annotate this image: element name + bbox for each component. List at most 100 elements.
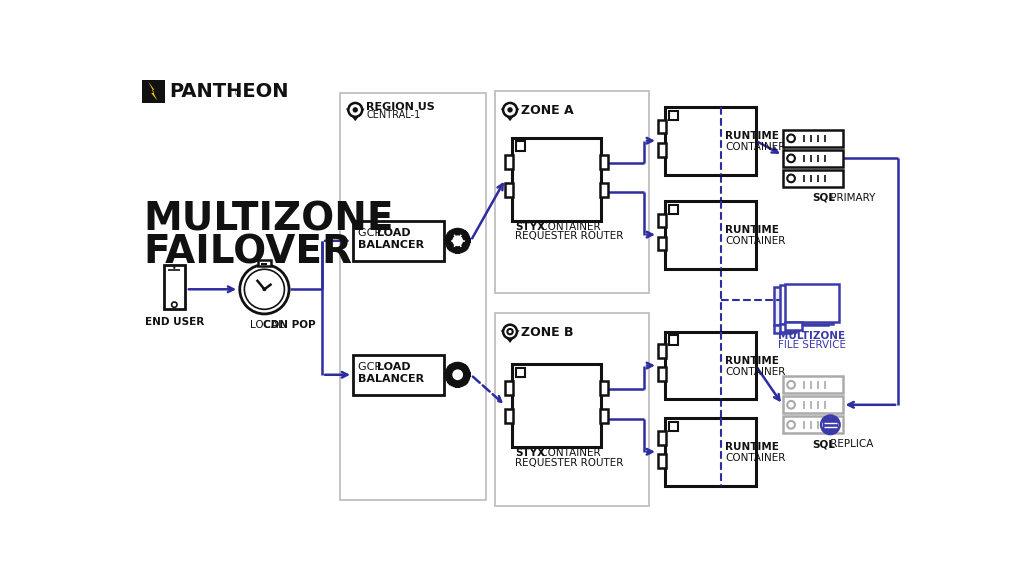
Circle shape bbox=[503, 103, 516, 117]
Circle shape bbox=[507, 329, 512, 334]
Text: SQL: SQL bbox=[812, 439, 835, 449]
Bar bbox=[669, 111, 678, 120]
Circle shape bbox=[240, 265, 289, 314]
Bar bbox=[505, 381, 513, 395]
Text: RUNTIME: RUNTIME bbox=[724, 131, 779, 141]
Polygon shape bbox=[349, 110, 362, 119]
Bar bbox=[782, 130, 842, 147]
Polygon shape bbox=[785, 284, 838, 322]
Bar bbox=[658, 120, 666, 133]
Bar bbox=[516, 368, 526, 377]
Text: REPLICA: REPLICA bbox=[827, 439, 873, 449]
Text: BALANCER: BALANCER bbox=[358, 374, 424, 384]
Bar bbox=[664, 418, 756, 485]
Circle shape bbox=[263, 288, 266, 291]
Bar bbox=[462, 379, 469, 386]
Text: RUNTIME: RUNTIME bbox=[724, 442, 779, 452]
Bar bbox=[505, 155, 513, 169]
Text: END USER: END USER bbox=[145, 317, 204, 327]
Bar bbox=[658, 454, 666, 467]
Circle shape bbox=[507, 107, 512, 112]
Circle shape bbox=[353, 107, 358, 112]
Bar bbox=[658, 143, 666, 157]
Bar bbox=[512, 137, 601, 221]
Circle shape bbox=[445, 229, 470, 253]
Bar bbox=[261, 263, 267, 265]
Bar bbox=[445, 239, 449, 243]
Bar bbox=[669, 422, 678, 431]
Circle shape bbox=[349, 103, 362, 117]
Text: ZONE A: ZONE A bbox=[521, 104, 573, 117]
Bar bbox=[658, 345, 666, 359]
Text: GCP: GCP bbox=[358, 228, 385, 238]
Bar bbox=[658, 367, 666, 381]
Text: CONTAINER: CONTAINER bbox=[724, 367, 786, 377]
Bar bbox=[447, 379, 453, 386]
Bar bbox=[455, 383, 460, 388]
Circle shape bbox=[173, 267, 176, 269]
Polygon shape bbox=[779, 285, 833, 324]
Bar bbox=[455, 361, 460, 366]
Bar bbox=[782, 396, 842, 413]
Ellipse shape bbox=[823, 417, 838, 423]
Text: LOAD: LOAD bbox=[377, 362, 411, 372]
Text: REGION US: REGION US bbox=[366, 102, 435, 112]
Bar bbox=[782, 170, 842, 187]
Text: PANTHEON: PANTHEON bbox=[169, 82, 289, 101]
Text: CENTRAL-1: CENTRAL-1 bbox=[366, 110, 420, 120]
Bar bbox=[505, 409, 513, 423]
Bar bbox=[466, 372, 471, 377]
Bar bbox=[455, 228, 460, 232]
Text: GCP: GCP bbox=[358, 362, 385, 372]
Circle shape bbox=[452, 235, 463, 246]
Text: FAILOVER: FAILOVER bbox=[144, 233, 353, 271]
Text: FILE SERVICE: FILE SERVICE bbox=[778, 340, 846, 350]
Bar bbox=[496, 313, 649, 506]
Bar bbox=[512, 364, 601, 447]
Bar bbox=[782, 150, 842, 167]
Bar bbox=[669, 205, 678, 214]
Bar bbox=[259, 260, 270, 266]
Text: ®: ® bbox=[234, 89, 242, 98]
Bar bbox=[600, 155, 608, 169]
Ellipse shape bbox=[823, 427, 838, 432]
Bar bbox=[600, 409, 608, 423]
Text: STYX: STYX bbox=[515, 222, 545, 232]
Bar bbox=[142, 80, 165, 103]
Bar bbox=[455, 249, 460, 254]
Circle shape bbox=[452, 370, 463, 380]
Text: RUNTIME: RUNTIME bbox=[724, 225, 779, 235]
Polygon shape bbox=[779, 324, 797, 332]
Bar bbox=[447, 230, 453, 236]
Text: CONTAINER: CONTAINER bbox=[537, 448, 600, 458]
Bar bbox=[782, 377, 842, 393]
Bar bbox=[353, 355, 444, 395]
Text: CONTAINER: CONTAINER bbox=[724, 142, 786, 152]
Bar bbox=[658, 237, 666, 250]
Text: SQL: SQL bbox=[812, 193, 835, 203]
Circle shape bbox=[821, 416, 839, 434]
Polygon shape bbox=[785, 322, 802, 330]
Text: STYX: STYX bbox=[515, 448, 545, 458]
Text: BALANCER: BALANCER bbox=[358, 240, 424, 250]
Circle shape bbox=[445, 363, 470, 387]
Bar bbox=[462, 245, 469, 251]
Bar bbox=[445, 372, 449, 377]
Text: CONTAINER: CONTAINER bbox=[724, 453, 786, 463]
Bar bbox=[600, 183, 608, 197]
Bar bbox=[658, 214, 666, 228]
Text: RUNTIME: RUNTIME bbox=[724, 356, 779, 366]
Bar bbox=[505, 183, 513, 197]
Polygon shape bbox=[774, 325, 791, 333]
Polygon shape bbox=[503, 110, 516, 119]
Polygon shape bbox=[774, 287, 828, 325]
Bar bbox=[782, 416, 842, 433]
Text: REQUESTER ROUTER: REQUESTER ROUTER bbox=[515, 231, 624, 241]
Bar bbox=[664, 201, 756, 268]
Bar bbox=[664, 107, 756, 175]
Text: MULTIZONE: MULTIZONE bbox=[144, 201, 394, 239]
Circle shape bbox=[244, 269, 285, 309]
Bar bbox=[496, 91, 649, 293]
Bar bbox=[669, 335, 678, 345]
Bar bbox=[658, 431, 666, 445]
